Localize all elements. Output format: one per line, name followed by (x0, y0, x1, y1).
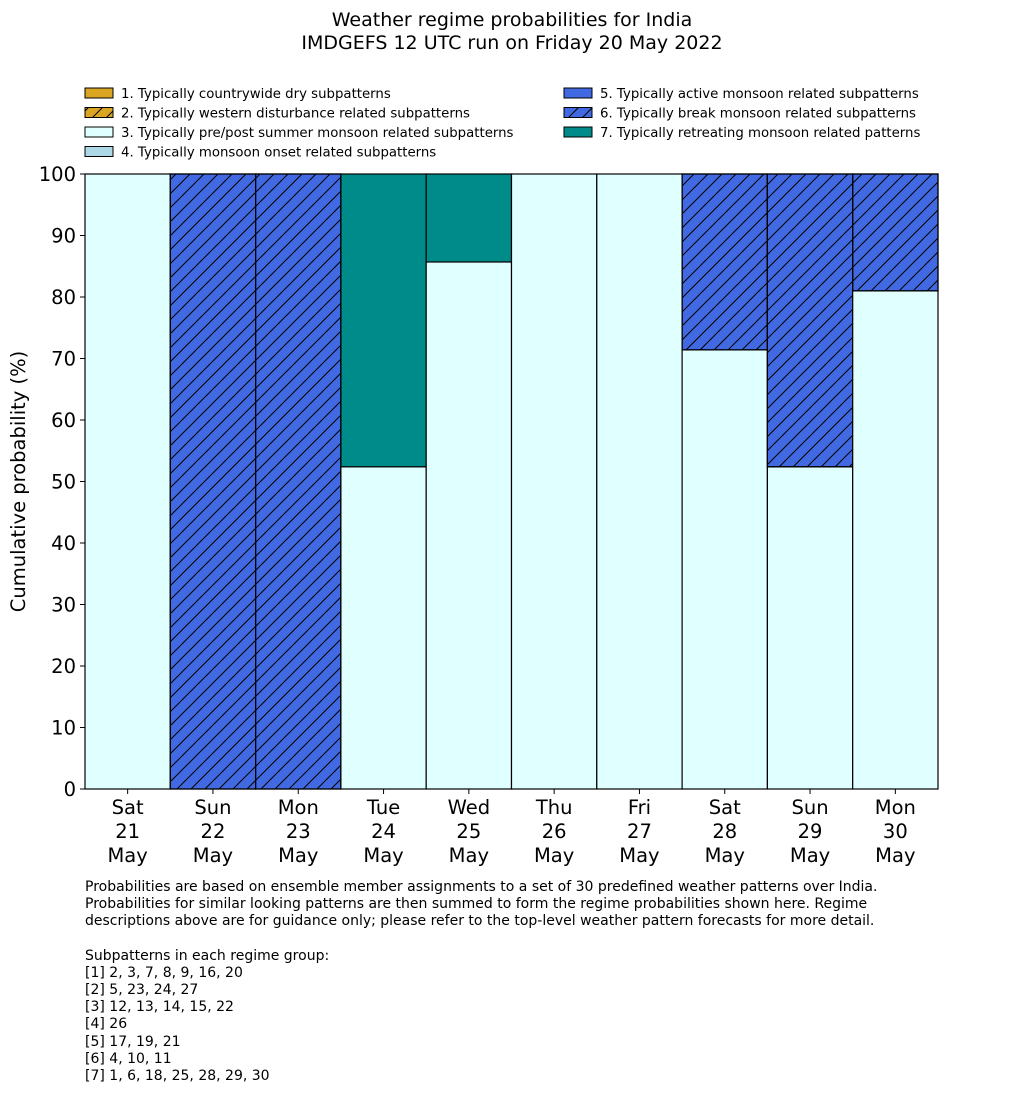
group-line: [3] 12, 13, 14, 15, 22 (85, 999, 234, 1016)
title-line: Weather regime probabilities for India (332, 9, 693, 31)
chart-title: Weather regime probabilities for IndiaIM… (301, 9, 722, 54)
legend-label: 6. Typically break monsoon related subpa… (600, 107, 916, 122)
y-tick-label: 10 (51, 717, 76, 740)
x-tick-label: Sat (112, 796, 144, 819)
title-line: IMDGEFS 12 UTC run on Friday 20 May 2022 (301, 32, 722, 54)
x-tick-label: 24 (371, 820, 396, 843)
bar-segment (852, 290, 939, 790)
x-tick-label: 22 (201, 820, 226, 843)
bar-segment-hatch (681, 173, 768, 351)
bar-segment-hatch (255, 173, 342, 790)
x-tick-label: 23 (286, 820, 311, 843)
y-tick-label: 50 (51, 471, 76, 494)
x-tick-label: Mon (278, 796, 319, 819)
x-tick-label: May (875, 844, 915, 867)
group-line: [2] 5, 23, 24, 27 (85, 982, 199, 999)
x-tick-label: 25 (456, 820, 481, 843)
bar-segment (340, 466, 427, 790)
x-tick-label: Wed (448, 796, 491, 819)
legend-label: 7. Typically retreating monsoon related … (600, 126, 920, 141)
legend-swatch (84, 87, 114, 99)
legend-swatch-hatch (564, 107, 592, 118)
chart-notes: Probabilities are based on ensemble memb… (85, 879, 985, 1085)
bar-segment (340, 173, 427, 468)
y-tick-label: 80 (51, 286, 76, 309)
y-tick-label: 40 (51, 532, 76, 555)
legend-label: 1. Typically countrywide dry subpatterns (121, 87, 391, 102)
x-tick-label: Fri (628, 796, 651, 819)
y-tick-label: 100 (39, 163, 76, 186)
x-tick-label: Sun (791, 796, 828, 819)
legend-swatch (563, 126, 593, 138)
bar-segment (681, 349, 768, 790)
x-tick-label: 21 (115, 820, 140, 843)
x-tick-label: May (193, 844, 233, 867)
bar-segment-hatch (852, 173, 939, 292)
group-line: [4] 26 (85, 1016, 128, 1033)
x-tick-label: May (107, 844, 147, 867)
axes: 0 10 20 30 40 50 60 70 80 90 100 Cumulative probabi… (7, 163, 939, 867)
legend-label: 2. Typically western disturbance related… (121, 107, 470, 122)
legend: 1. Typically countrywide dry subpatterns… (84, 87, 920, 161)
x-tick-label: Sat (709, 796, 741, 819)
x-tick-label: 26 (542, 820, 567, 843)
x-tick-label: Thu (535, 796, 573, 819)
x-tick-label: May (619, 844, 659, 867)
group-line: [7] 1, 6, 18, 25, 28, 29, 30 (85, 1068, 270, 1085)
x-tick-label: May (449, 844, 489, 867)
bar-segment-hatch (169, 173, 257, 790)
y-tick-label: 60 (51, 409, 76, 432)
x-tick-label: 30 (883, 820, 908, 843)
legend-swatch (563, 87, 593, 99)
group-line: [6] 4, 10, 11 (85, 1050, 172, 1067)
x-tick-label: Sun (194, 796, 231, 819)
legend-label: 4. Typically monsoon onset related subpa… (121, 146, 436, 161)
notes-line: Probabilities are based on ensemble memb… (85, 879, 878, 895)
legend-swatch (84, 146, 114, 157)
x-tick-label: May (790, 844, 830, 867)
bar-segment (510, 173, 598, 790)
x-tick-label: 28 (712, 820, 737, 843)
x-tick-label: 27 (627, 820, 652, 843)
y-axis-label: Cumulative probability (%) (7, 351, 30, 612)
legend-swatch-hatch (85, 107, 113, 118)
y-tick-label: 20 (51, 655, 76, 678)
y-tick-label: 0 (64, 778, 76, 801)
groups-heading: Subpatterns in each regime group: (85, 947, 330, 964)
bar-segment (766, 466, 854, 790)
x-tick-label: Mon (875, 796, 916, 819)
y-tick-label: 70 (51, 348, 76, 371)
legend-swatch (84, 126, 114, 138)
y-tick-label: 90 (51, 225, 76, 248)
bar-segment (596, 173, 683, 790)
x-tick-label: May (278, 844, 318, 867)
regime-probability-chart: Weather regime probabilities for IndiaIM… (7, 9, 939, 867)
x-tick-label: 29 (798, 820, 823, 843)
notes-line: Probabilities for similar looking patter… (85, 896, 868, 913)
group-line: [5] 17, 19, 21 (85, 1033, 181, 1050)
group-line: [1] 2, 3, 7, 8, 9, 16, 20 (85, 964, 243, 981)
notes-line: descriptions above are for guidance only… (85, 913, 875, 930)
y-tick-label: 30 (51, 594, 76, 617)
legend-label: 3. Typically pre/post summer monsoon rel… (121, 126, 514, 141)
legend-label: 5. Typically active monsoon related subp… (600, 87, 919, 102)
bar-segment (84, 173, 171, 790)
x-tick-label: May (534, 844, 574, 867)
x-tick-label: May (705, 844, 745, 867)
bar-segment (425, 173, 513, 263)
x-tick-label: Tue (366, 796, 400, 819)
bar-segment-hatch (766, 173, 854, 468)
bars (84, 173, 939, 790)
x-tick-label: May (363, 844, 403, 867)
bar-segment (425, 261, 513, 790)
